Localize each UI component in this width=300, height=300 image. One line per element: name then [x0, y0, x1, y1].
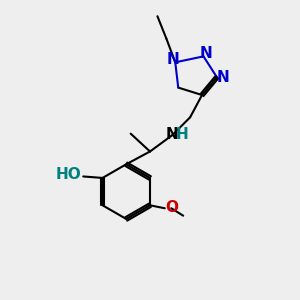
Text: N: N: [167, 52, 180, 68]
Text: HO: HO: [56, 167, 82, 182]
Text: N: N: [216, 70, 229, 85]
Text: N: N: [199, 46, 212, 62]
Text: N: N: [165, 127, 178, 142]
Text: O: O: [166, 200, 179, 215]
Text: H: H: [176, 127, 188, 142]
